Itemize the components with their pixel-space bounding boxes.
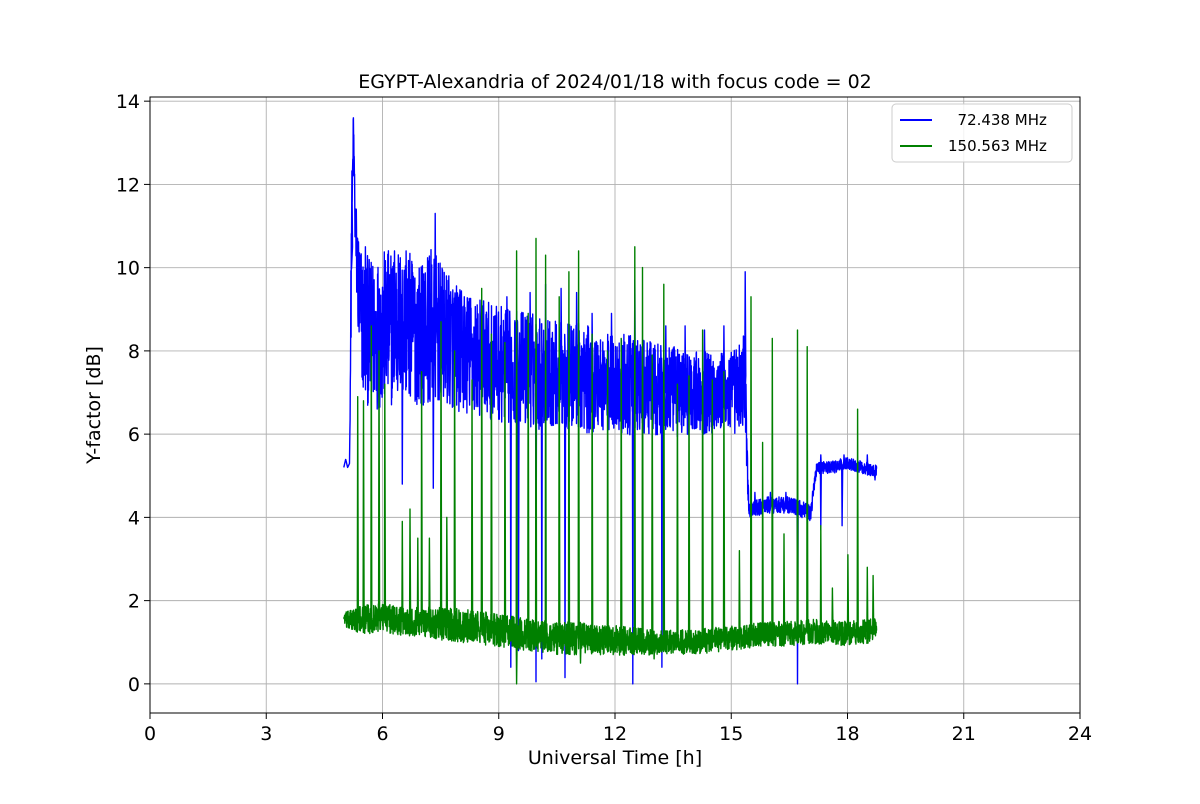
- y-tick-label: 12: [116, 174, 140, 196]
- x-tick-label: 15: [719, 723, 743, 745]
- legend-label-0: 72.438 MHz: [948, 111, 1047, 129]
- y-tick-label: 0: [128, 674, 140, 696]
- y-tick-label: 6: [128, 424, 140, 446]
- legend-box: [891, 103, 1073, 163]
- x-axis-label: Universal Time [h]: [528, 747, 702, 769]
- y-tick-label: 8: [128, 341, 140, 363]
- x-tick-label: 12: [603, 723, 627, 745]
- x-tick-label: 6: [376, 723, 388, 745]
- x-tick-label: 9: [493, 723, 505, 745]
- series-line-1: [343, 237, 878, 685]
- y-axis-label: Y-factor [dB]: [83, 346, 105, 465]
- x-tick-label: 18: [835, 723, 859, 745]
- chart-title: EGYPT-Alexandria of 2024/01/18 with focu…: [358, 71, 872, 93]
- x-tick-label: 21: [952, 723, 976, 745]
- x-tick-label: 0: [144, 723, 156, 745]
- plot-area: [343, 117, 878, 685]
- y-tick-label: 2: [128, 591, 140, 613]
- x-tick-label: 3: [260, 723, 272, 745]
- y-tick-label: 4: [128, 507, 140, 529]
- x-tick-label: 24: [1068, 723, 1092, 745]
- y-tick-label: 14: [116, 91, 140, 113]
- legend: 72.438 MHz 150.563 MHz: [891, 103, 1073, 163]
- y-tick-label: 10: [116, 258, 140, 280]
- legend-label-1: 150.563 MHz: [948, 137, 1047, 155]
- series-line-0: [343, 117, 878, 685]
